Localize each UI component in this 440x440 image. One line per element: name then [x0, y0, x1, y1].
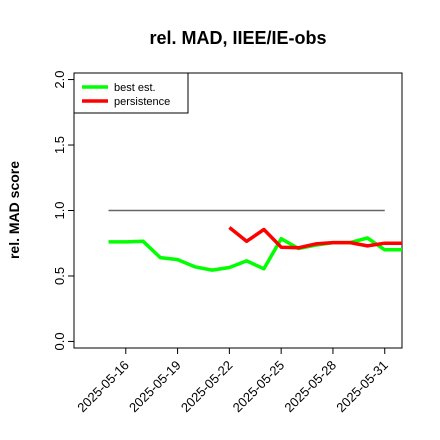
x-tick-label: 2025-05-25	[230, 358, 288, 416]
y-tick-label: 1.0	[52, 201, 67, 219]
y-tick-label: 0.5	[52, 267, 67, 285]
series-layer	[108, 226, 402, 272]
series-line-persistence	[228, 226, 402, 250]
x-tick-label: 2025-05-16	[74, 358, 132, 416]
legend: best est. persistence	[73, 72, 189, 114]
y-tick-label: 0.0	[52, 332, 67, 350]
x-tick-label: 2025-05-22	[178, 358, 236, 416]
legend-label-persistence: persistence	[114, 96, 170, 108]
chart-title: rel. MAD, IIEE/IE-obs	[149, 28, 326, 48]
legend-box	[73, 72, 189, 114]
x-tick-label: 2025-05-19	[126, 358, 184, 416]
x-tick-label: 2025-05-31	[333, 358, 391, 416]
y-tick-label: 1.5	[52, 136, 67, 154]
x-axis: 2025-05-162025-05-192025-05-222025-05-25…	[74, 348, 391, 415]
legend-label-best-est: best est.	[114, 82, 156, 94]
y-axis: 0.0 0.5 1.0 1.5 2.0	[52, 71, 74, 350]
x-tick-label: 2025-05-28	[281, 358, 339, 416]
y-tick-label: 2.0	[52, 71, 67, 89]
y-axis-label: rel. MAD score	[6, 161, 22, 259]
